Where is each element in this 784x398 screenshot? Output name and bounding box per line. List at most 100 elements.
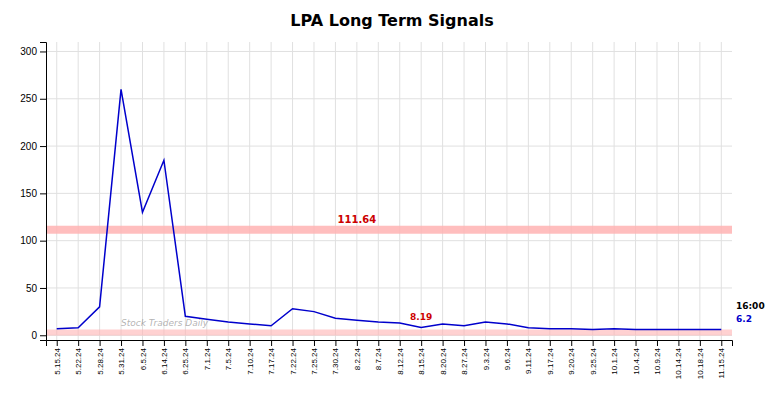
- data-layer: [46, 89, 732, 332]
- y-tick-mark: [40, 241, 46, 242]
- chart-container: LPA Long Term Signals 0 50 100 150 200 250 300 5…: [0, 0, 784, 398]
- reference-label: 111.64: [338, 214, 377, 225]
- y-tick-label: 150: [20, 188, 37, 199]
- grid-line-x: [549, 42, 550, 340]
- y-tick-label: 50: [26, 283, 38, 294]
- y-tick: 50: [26, 283, 46, 294]
- grid-line-x: [142, 42, 143, 340]
- x-tick: 7.5.24: [224, 340, 233, 370]
- x-tick-mark: [293, 340, 294, 346]
- x-tick: 9.3.24: [482, 340, 491, 370]
- x-tick-label: 8.12.24: [396, 347, 405, 374]
- x-tick-mark: [485, 340, 486, 346]
- x-tick: 10.1.24: [610, 340, 619, 375]
- y-tick-mark: [40, 146, 46, 147]
- x-tick-label: 10.4.24: [632, 347, 641, 374]
- grid-line-y: [46, 51, 732, 52]
- x-tick: 5.31.24: [117, 340, 126, 375]
- x-tick: 9.20.24: [567, 340, 576, 375]
- x-tick: 7.30.24: [331, 340, 340, 375]
- grid-line-x: [271, 42, 272, 340]
- x-tick-label: 9.3.24: [482, 347, 491, 370]
- x-tick-mark: [142, 340, 143, 346]
- x-tick-mark: [657, 340, 658, 346]
- x-tick-label: 9.25.24: [589, 347, 598, 374]
- y-tick: 300: [20, 46, 46, 57]
- y-tick: 100: [20, 235, 46, 246]
- x-tick: 8.15.24: [417, 340, 426, 375]
- x-tick-mark: [593, 340, 594, 346]
- grid-line-x: [249, 42, 250, 340]
- grid-line-x: [99, 42, 100, 340]
- y-axis: 0 50 100 150 200 250 300: [20, 43, 46, 341]
- x-tick: 8.27.24: [460, 340, 469, 375]
- y-tick-label: 300: [20, 46, 37, 57]
- grid-line-x: [56, 42, 57, 340]
- watermark: Stock Traders Daily: [121, 318, 209, 328]
- x-tick: 7.25.24: [310, 340, 319, 375]
- x-tick: 8.12.24: [396, 340, 405, 375]
- x-tick: 8.2.24: [353, 340, 362, 370]
- chart-svg: LPA Long Term Signals 0 50 100 150 200 250 300 5…: [0, 0, 784, 398]
- grid-line-x: [378, 42, 379, 340]
- x-tick-mark: [443, 340, 444, 346]
- grid-line-x: [185, 42, 186, 340]
- y-tick-mark: [40, 99, 46, 100]
- x-tick-mark: [357, 340, 358, 346]
- grid-line-x: [485, 42, 486, 340]
- x-tick-label: 5.15.24: [53, 347, 62, 374]
- x-axis-line: [47, 341, 733, 347]
- x-tick: 11.15.24: [717, 340, 726, 379]
- grid-line-y: [46, 240, 732, 241]
- x-tick-mark: [528, 340, 529, 346]
- grid-line-x: [678, 42, 679, 340]
- x-tick-label: 10.9.24: [653, 347, 662, 374]
- x-tick-label: 7.1.24: [203, 347, 212, 370]
- annotations: 111.648.1916:006.2Stock Traders Daily: [121, 214, 765, 328]
- x-tick-mark: [164, 340, 165, 346]
- grid-line-x: [656, 42, 657, 340]
- x-tick-mark: [400, 340, 401, 346]
- y-tick-label: 0: [31, 330, 37, 341]
- x-tick-mark: [78, 340, 79, 346]
- grid-line-x: [442, 42, 443, 340]
- x-tick: 7.22.24: [289, 340, 298, 375]
- x-tick: 6.25.24: [181, 340, 190, 375]
- grid: [46, 42, 732, 340]
- x-tick-mark: [271, 340, 272, 346]
- grid-line-x: [699, 42, 700, 340]
- x-tick-mark: [421, 340, 422, 346]
- y-tick: 200: [20, 141, 46, 152]
- grid-line-x: [335, 42, 336, 340]
- x-tick-label: 5.22.24: [74, 347, 83, 374]
- grid-line-y: [46, 193, 732, 194]
- x-tick-mark: [121, 340, 122, 346]
- x-tick: 5.15.24: [53, 340, 62, 375]
- x-tick-mark: [207, 340, 208, 346]
- grid-line-x: [121, 42, 122, 340]
- y-tick-label: 250: [20, 93, 37, 104]
- grid-line-x: [313, 42, 314, 340]
- title: LPA Long Term Signals: [290, 11, 493, 30]
- x-tick-label: 9.11.24: [524, 347, 533, 374]
- x-tick-label: 7.5.24: [224, 347, 233, 370]
- grid-line-x: [721, 42, 722, 340]
- grid-line-y: [46, 146, 732, 147]
- grid-line-x: [571, 42, 572, 340]
- x-tick: 9.6.24: [503, 340, 512, 370]
- grid-line-y: [46, 287, 732, 288]
- x-tick-label: 6.5.24: [139, 347, 148, 370]
- y-tick-mark: [40, 288, 46, 289]
- x-tick-mark: [678, 340, 679, 346]
- x-tick-mark: [250, 340, 251, 346]
- grid-line-x: [506, 42, 507, 340]
- plot-area: 0501001502002503005.15.245.22.245.28.245…: [20, 42, 764, 379]
- x-tick-label: 8.20.24: [439, 347, 448, 374]
- x-tick: 10.4.24: [632, 340, 641, 375]
- x-tick-mark: [314, 340, 315, 346]
- x-tick: 9.17.24: [546, 340, 555, 375]
- x-tick: 7.1.24: [203, 340, 212, 370]
- data-line: [57, 89, 722, 329]
- x-tick: 7.17.24: [267, 340, 276, 375]
- x-tick-mark: [228, 340, 229, 346]
